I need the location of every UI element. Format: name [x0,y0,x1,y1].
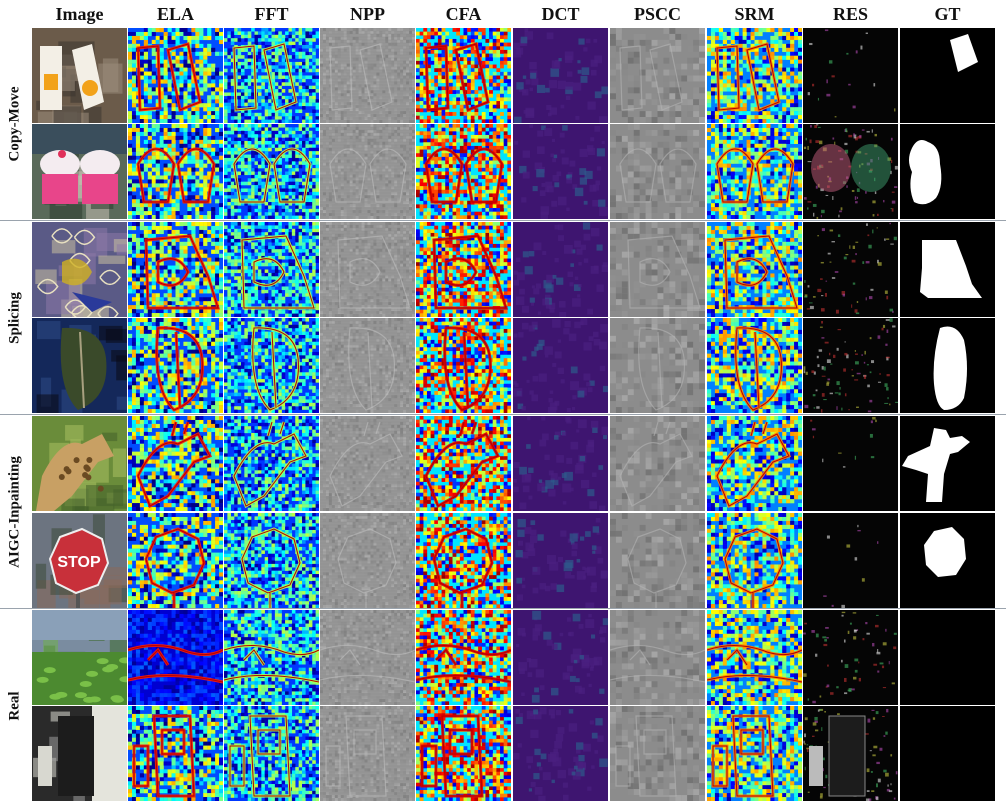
npp-map-giraffe [320,416,415,511]
gt-map-stop-sign [900,513,995,608]
gt-map-grass-landscape [900,610,995,705]
ela-map-cupcake-plush [128,124,223,219]
cfa-map-giraffe [416,416,511,511]
column-header-srm: SRM [707,2,802,26]
image-map-leaf-on-screen [32,318,127,413]
column-header-cfa: CFA [416,2,511,26]
image-map-cupcake-plush [32,124,127,219]
srm-map-stop-sign [707,513,802,608]
category-separator [0,414,1006,415]
npp-map-cupcake-plush [320,124,415,219]
npp-map-paisley-fabric [320,222,415,317]
cfa-map-paisley-fabric [416,222,511,317]
dct-map-stop-sign [513,513,608,608]
gt-map-paisley-fabric [900,222,995,317]
res-map-leaf-on-screen [803,318,898,413]
ela-map-leaf-on-screen [128,318,223,413]
res-map-office-printer [803,706,898,801]
pscc-map-leaf-on-screen [610,318,705,413]
fft-map-leaf-on-screen [224,318,319,413]
npp-map-office-printer [320,706,415,801]
pscc-map-office-printer [610,706,705,801]
dct-map-paisley-fabric [513,222,608,317]
srm-map-cupcake-plush [707,124,802,219]
npp-map-grass-landscape [320,610,415,705]
category-label-aigc-inpainting: AIGC-Inpainting [0,416,30,608]
pscc-map-grass-landscape [610,610,705,705]
column-header-pscc: PSCC [610,2,705,26]
column-header-gt: GT [900,2,995,26]
fft-map-paisley-fabric [224,222,319,317]
category-separator [0,220,1006,221]
dct-map-grass-landscape [513,610,608,705]
res-map-giraffe [803,416,898,511]
dct-map-giraffe [513,416,608,511]
image-map-stop-sign: STOP [32,513,127,608]
stop-sign-text: STOP [57,554,101,571]
srm-map-paisley-fabric [707,222,802,317]
column-header-npp: NPP [320,2,415,26]
cfa-map-stop-sign [416,513,511,608]
srm-map-juice-boxes [707,28,802,123]
pscc-map-stop-sign [610,513,705,608]
res-map-cupcake-plush [803,124,898,219]
dct-map-office-printer [513,706,608,801]
gt-map-office-printer [900,706,995,801]
pscc-map-paisley-fabric [610,222,705,317]
res-map-stop-sign [803,513,898,608]
gt-map-leaf-on-screen [900,318,995,413]
image-map-office-printer [32,706,127,801]
fft-map-grass-landscape [224,610,319,705]
srm-map-leaf-on-screen [707,318,802,413]
image-map-giraffe [32,416,127,511]
ela-map-juice-boxes [128,28,223,123]
cfa-map-leaf-on-screen [416,318,511,413]
srm-map-grass-landscape [707,610,802,705]
ela-map-stop-sign [128,513,223,608]
gt-map-juice-boxes [900,28,995,123]
cfa-map-cupcake-plush [416,124,511,219]
cfa-map-juice-boxes [416,28,511,123]
image-map-juice-boxes [32,28,127,123]
fft-map-juice-boxes [224,28,319,123]
category-label-splicing: Splicing [0,222,30,413]
image-map-paisley-fabric [32,222,127,317]
pscc-map-juice-boxes [610,28,705,123]
column-header-dct: DCT [513,2,608,26]
column-header-image: Image [32,2,127,26]
res-map-juice-boxes [803,28,898,123]
ela-map-paisley-fabric [128,222,223,317]
image-map-grass-landscape [32,610,127,705]
res-map-grass-landscape [803,610,898,705]
column-header-res: RES [803,2,898,26]
res-map-paisley-fabric [803,222,898,317]
gt-map-cupcake-plush [900,124,995,219]
cfa-map-office-printer [416,706,511,801]
column-header-fft: FFT [224,2,319,26]
ela-map-giraffe [128,416,223,511]
dct-map-leaf-on-screen [513,318,608,413]
gt-map-giraffe [900,416,995,511]
category-separator [0,608,1006,609]
npp-map-juice-boxes [320,28,415,123]
fft-map-cupcake-plush [224,124,319,219]
pscc-map-cupcake-plush [610,124,705,219]
fft-map-office-printer [224,706,319,801]
fft-map-giraffe [224,416,319,511]
pscc-map-giraffe [610,416,705,511]
cfa-map-grass-landscape [416,610,511,705]
category-label-real: Real [0,610,30,801]
srm-map-office-printer [707,706,802,801]
column-header-ela: ELA [128,2,223,26]
fft-map-stop-sign [224,513,319,608]
npp-map-leaf-on-screen [320,318,415,413]
ela-map-grass-landscape [128,610,223,705]
category-label-copy-move: Copy-Move [0,28,30,219]
ela-map-office-printer [128,706,223,801]
npp-map-stop-sign [320,513,415,608]
dct-map-cupcake-plush [513,124,608,219]
dct-map-juice-boxes [513,28,608,123]
srm-map-giraffe [707,416,802,511]
